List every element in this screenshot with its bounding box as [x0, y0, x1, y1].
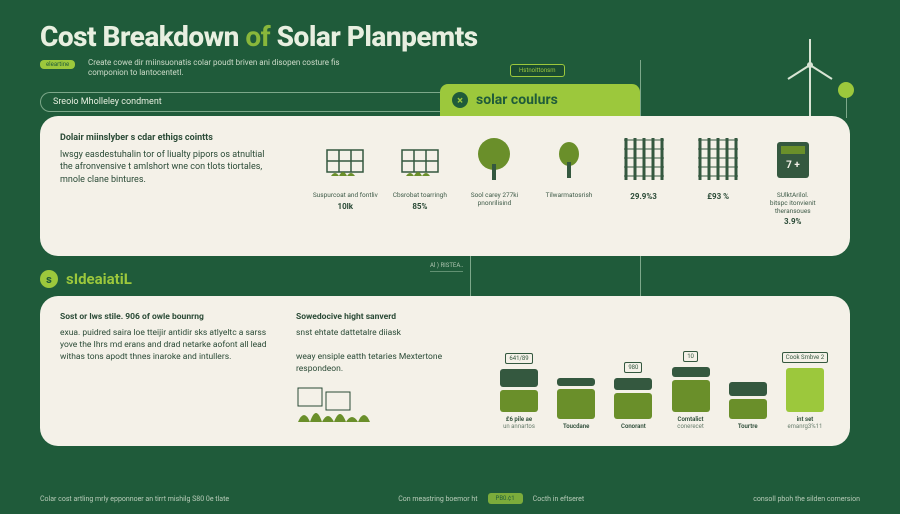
bars-row: 641/89 £6 pile ae un annartos Toucdane 9… — [494, 312, 830, 430]
guide-line-3 — [470, 256, 471, 296]
panel-bars: Sost or lws stile. 906 of owle bounrng e… — [40, 296, 850, 446]
pill-above-tab: Hstnoittonsm — [510, 64, 565, 77]
icon-label: Tilwarmatosrish — [532, 192, 607, 200]
icon-value: 85% — [383, 202, 458, 211]
footer-mid1: Con meastring boemor ht — [398, 495, 477, 503]
close-icon: × — [452, 92, 468, 108]
wind-turbine-icon — [770, 35, 850, 125]
panel2-col2: Sowedocive hight sanverd snst ehtate dat… — [296, 312, 466, 375]
bar-block-lower — [557, 389, 595, 419]
panel2-col2-title: Sowedocive hight sanverd — [296, 312, 466, 324]
bar-item-1: Toucdane — [551, 341, 601, 430]
icon-value: 29.9%3 — [606, 192, 681, 201]
section-2-header: s sIdeaiatiL — [40, 270, 132, 288]
panel2-col1: Sost or lws stile. 906 of owle bounrng e… — [60, 312, 270, 364]
icon-item-calc: 7 + SUlktArilol. bitspc itonvienit thera… — [755, 132, 830, 226]
panel2-col1-body: exua. puidred saira loe tteijir antidir … — [60, 328, 270, 364]
page-title: Cost Breakdown of Solar Planpemts — [40, 20, 478, 53]
svg-text:7 +: 7 + — [786, 160, 800, 171]
section-tab-solar[interactable]: × solar coulurs — [440, 84, 640, 116]
bar-item-4: Tourtre — [723, 341, 773, 430]
icons-row: Suspurcoat and fontliv 10lk Cbsrobat toa… — [308, 132, 830, 226]
guide-line-1 — [640, 60, 641, 116]
icon-label: Cbsrobat toarringh — [383, 192, 458, 200]
section-2-label: sIdeaiatiL — [66, 270, 132, 288]
bar-block-lower — [729, 399, 767, 419]
bar-label: Tourtre — [723, 423, 773, 430]
bar-label: Toucdane — [551, 423, 601, 430]
infographic-canvas: Cost Breakdown of Solar Planpemts eleart… — [0, 0, 900, 514]
bar-block-upper — [614, 378, 652, 390]
bar-item-0: 641/89 £6 pile ae un annartos — [494, 334, 544, 430]
icon-item-grid-2: £93 % — [681, 132, 756, 226]
bar-item-2: 980 Conorant — [608, 341, 658, 430]
panel1-lead: Dolair miinslyber s cdar ethigs cointts … — [60, 132, 270, 186]
icon-item-solar-panel-2: Cbsrobat toarringh 85% — [383, 132, 458, 226]
icon-item-tree-large: Sool carey 277ki pnonrilisind — [457, 132, 532, 226]
header-subtitle: Create cowe dir miinsuonatis colar poudt… — [88, 58, 348, 79]
bar-label: Conorant — [608, 423, 658, 430]
bar-pill: 10 — [683, 351, 698, 362]
icon-value: 3.9% — [755, 217, 830, 226]
panel-icons: Dolair miinslyber s cdar ethigs cointts … — [40, 116, 850, 256]
guide-line-2 — [846, 98, 847, 118]
icon-item-solar-panel-1: Suspurcoat and fontliv 10lk — [308, 132, 383, 226]
calc-icon: 7 + — [755, 132, 830, 188]
icon-label: Suspurcoat and fontliv — [308, 192, 383, 200]
bar-label: Comtalict — [666, 416, 716, 423]
footer-left: Colar cost artling mrly epponnoer an tir… — [40, 495, 229, 503]
bar-sublabel: emanrg3%11 — [780, 423, 830, 430]
bar-label: int set — [780, 416, 830, 423]
bar-sublabel: un annartos — [494, 423, 544, 430]
icon-label: Sool carey 277ki pnonrilisind — [457, 192, 532, 208]
icon-item-grid-1: 29.9%3 — [606, 132, 681, 226]
panel1-lead-title: Dolair miinslyber s cdar ethigs cointts — [60, 132, 270, 145]
footer-pill: PB0.¢1 — [488, 493, 523, 504]
bar-block-upper — [500, 369, 538, 387]
title-part-c: Solar Planpemts — [277, 20, 478, 53]
bar-block-lower — [614, 393, 652, 419]
bar-block-upper — [557, 378, 595, 386]
guide-line-4 — [640, 256, 641, 296]
bar-pill: 980 — [624, 362, 642, 373]
solar-panel-1-icon — [308, 132, 383, 188]
footer-right: consoll pboh the silden cornersion — [753, 495, 860, 503]
solar-grass-icon — [296, 382, 416, 426]
panel2-col2-body: snst ehtate dattetalre diiaskweay ensipl… — [296, 328, 466, 376]
bar-sublabel: conerecet — [666, 423, 716, 430]
tab-label: solar coulurs — [476, 92, 558, 108]
tree-large-icon — [457, 132, 532, 188]
title-part-b: of — [245, 20, 270, 53]
icon-item-tree-small: Tilwarmatosrish — [532, 132, 607, 226]
bar-label: £6 pile ae — [494, 416, 544, 423]
divider-label: Sreoio Mholleley condment — [40, 92, 440, 112]
icon-value: £93 % — [681, 192, 756, 201]
footer: Colar cost artling mrly epponnoer an tir… — [40, 493, 860, 504]
panel2-col1-title: Sost or lws stile. 906 of owle bounrng — [60, 312, 270, 324]
footer-mid2: Cocth in eftseret — [533, 495, 584, 503]
bar-block-lower — [786, 368, 824, 412]
section-2-icon: s — [40, 270, 58, 288]
panel1-lead-body: lwsgy easdestuhalin tor of liualty pipor… — [60, 149, 270, 187]
bar-block-upper — [729, 382, 767, 396]
bar-pill: Cook Smbve 2 — [782, 352, 828, 363]
icon-label: SUlktArilol. bitspc itonvienit theransou… — [755, 192, 830, 215]
solar-panel-2-icon — [383, 132, 458, 188]
header-badge: eleartine — [40, 60, 75, 69]
grid-1-icon — [606, 132, 681, 188]
icon-value: 10lk — [308, 202, 383, 211]
tree-small-icon — [532, 132, 607, 188]
grid-2-icon — [681, 132, 756, 188]
bar-item-3: 10 Comtalict conerecet — [666, 334, 716, 430]
bar-block-lower — [672, 380, 710, 412]
title-part-a: Cost Breakdown — [40, 20, 239, 53]
bar-block-upper — [672, 367, 710, 377]
bar-item-5: Cook Smbve 2 int set emanrg3%11 — [780, 334, 830, 430]
mid-label: Al ) RISTEA.. — [430, 262, 463, 272]
accent-dot — [838, 82, 854, 98]
bar-block-lower — [500, 390, 538, 412]
bar-pill: 641/89 — [505, 353, 532, 364]
